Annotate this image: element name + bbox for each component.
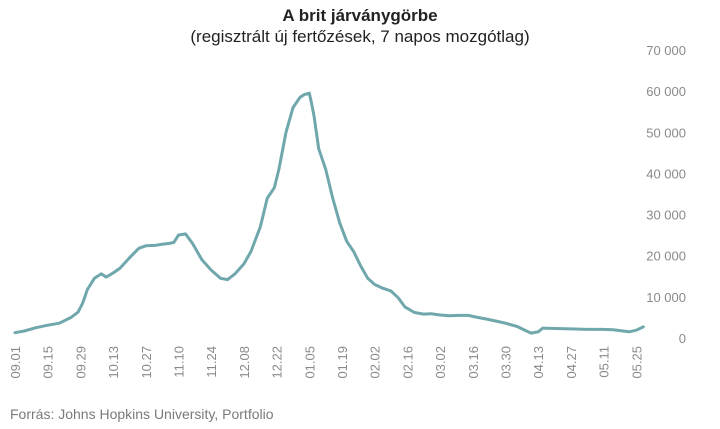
series-line [13, 91, 645, 335]
x-tick-label: 09.29 [73, 346, 88, 379]
x-tick-label: 02.16 [400, 346, 415, 379]
x-tick-label: 05.25 [629, 346, 644, 379]
x-tick-label: 03.16 [466, 346, 481, 379]
x-tick-label: 05.11 [597, 346, 612, 378]
x-axis: 09.01 09.15 09.29 10.13 10.27 11.10 11.24 12.08… [8, 346, 644, 379]
x-tick-label: 03.30 [499, 346, 514, 379]
y-axis: 0 10 000 20 000 30 000 40 000 50 000 60 000 70 … [646, 43, 686, 346]
x-tick-label: 12.08 [237, 346, 252, 379]
y-tick-label: 70 000 [646, 43, 686, 58]
x-tick-label: 04.13 [531, 346, 546, 379]
x-tick-label: 03.02 [433, 346, 448, 379]
x-tick-label: 02.02 [368, 346, 383, 379]
x-tick-label: 04.27 [564, 346, 579, 379]
x-tick-label: 10.13 [106, 346, 121, 379]
x-tick-label: 10.27 [139, 346, 154, 379]
y-tick-label: 0 [679, 331, 686, 346]
y-tick-label: 30 000 [646, 208, 686, 223]
y-tick-label: 50 000 [646, 125, 686, 140]
y-tick-label: 20 000 [646, 249, 686, 264]
x-tick-label: 12.22 [270, 346, 285, 379]
y-tick-label: 10 000 [646, 290, 686, 305]
y-tick-label: 60 000 [646, 84, 686, 99]
x-tick-label: 11.24 [204, 346, 219, 378]
source-note: Forrás: Johns Hopkins University, Portfo… [10, 406, 274, 422]
x-tick-label: 01.05 [302, 346, 317, 379]
x-tick-label: 09.15 [41, 346, 56, 379]
x-tick-label: 09.01 [8, 346, 23, 379]
plot-area [13, 91, 645, 335]
x-tick-label: 01.19 [335, 346, 350, 379]
x-tick-label: 11.10 [172, 346, 187, 378]
y-tick-label: 40 000 [646, 166, 686, 181]
chart-title: A brit járványgörbe [282, 6, 438, 25]
chart-subtitle: (regisztrált új fertőzések, 7 napos mozg… [190, 27, 530, 46]
